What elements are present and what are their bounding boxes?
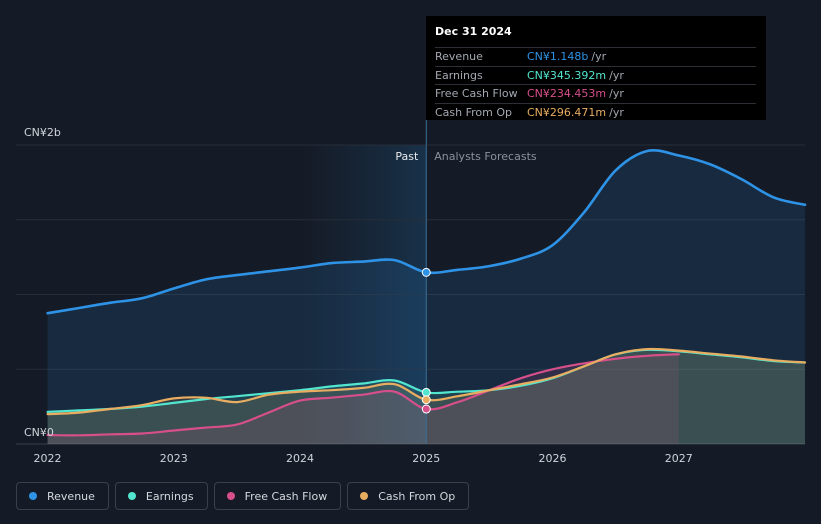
tooltip-rows: Revenue CN¥1.148b/yr Earnings CN¥345.392m/y… bbox=[435, 47, 756, 121]
x-tick-label: 2023 bbox=[160, 452, 188, 465]
legend: Revenue Earnings Free Cash Flow Cash From O… bbox=[16, 482, 470, 512]
hover-markers bbox=[421, 267, 431, 414]
legend-dot-icon bbox=[29, 492, 37, 500]
tooltip-unit: /yr bbox=[609, 105, 624, 119]
x-tick-label: 2025 bbox=[412, 452, 440, 465]
tooltip-value: CN¥234.453m bbox=[527, 87, 607, 100]
legend-dot-icon bbox=[226, 492, 235, 500]
x-axis-ticks: 2022 2023 2024 2025 2026 2027 bbox=[34, 452, 693, 465]
marker-revenue bbox=[421, 267, 431, 277]
tooltip-unit: /yr bbox=[591, 50, 607, 63]
tooltip-label: Free Cash Flow bbox=[435, 87, 518, 100]
tooltip-label: Cash From Op bbox=[435, 105, 513, 119]
y-axis-bottom-label: CN¥0 bbox=[24, 426, 54, 439]
marker-free-cash-flow bbox=[421, 404, 431, 414]
legend-label: Earnings bbox=[145, 489, 194, 503]
legend-label: Revenue bbox=[47, 489, 95, 503]
marker-earnings bbox=[421, 387, 431, 397]
legend-item-earnings[interactable]: Earnings bbox=[114, 482, 208, 510]
y-axis-top-label: CN¥2b bbox=[24, 126, 61, 139]
marker-cash-from-op bbox=[421, 395, 431, 405]
legend-item-revenue[interactable]: Revenue bbox=[16, 482, 109, 510]
tooltip-date: Dec 31 2024 bbox=[435, 25, 512, 38]
x-tick-label: 2024 bbox=[286, 452, 314, 465]
tooltip-row-earnings: Earnings CN¥345.392m/yr bbox=[435, 65, 756, 85]
forecast-label: Analysts Forecasts bbox=[434, 150, 537, 163]
tooltip-row-free-cash-flow: Free Cash Flow CN¥234.453m/yr bbox=[435, 84, 756, 103]
tooltip-unit: /yr bbox=[609, 68, 624, 82]
area-free-cash-flow bbox=[47, 354, 679, 444]
tooltip-row-revenue: Revenue CN¥1.148b/yr bbox=[435, 47, 756, 66]
past-label: Past bbox=[395, 150, 419, 163]
x-tick-label: 2027 bbox=[665, 452, 693, 465]
tooltip-label: Revenue bbox=[435, 50, 483, 63]
tooltip-label: Earnings bbox=[435, 68, 483, 82]
x-tick-label: 2022 bbox=[34, 452, 62, 465]
legend-dot-icon bbox=[127, 492, 136, 500]
tooltip-value: CN¥345.392m bbox=[527, 68, 607, 82]
tooltip-value: CN¥296.471m bbox=[527, 105, 607, 119]
x-tick-label: 2026 bbox=[539, 452, 567, 465]
area-cash-from-op bbox=[47, 348, 806, 444]
tooltip-row-cash-from-op: Cash From Op CN¥296.471m/yr bbox=[435, 102, 756, 122]
legend-label: Free Cash Flow bbox=[244, 489, 328, 503]
legend-label: Cash From Op bbox=[378, 489, 456, 503]
legend-dot-icon bbox=[360, 492, 369, 500]
tooltip-value: CN¥1.148b bbox=[527, 50, 589, 63]
legend-item-cash-from-op[interactable]: Cash From Op bbox=[347, 482, 470, 510]
hover-tooltip: Dec 31 2024 Revenue CN¥1.148b/yr Earnings C… bbox=[426, 16, 766, 120]
gridlines bbox=[16, 144, 805, 445]
line-free-cash-flow bbox=[46, 353, 680, 437]
legend-item-free-cash-flow[interactable]: Free Cash Flow bbox=[213, 482, 342, 510]
tooltip-unit: /yr bbox=[609, 87, 624, 100]
